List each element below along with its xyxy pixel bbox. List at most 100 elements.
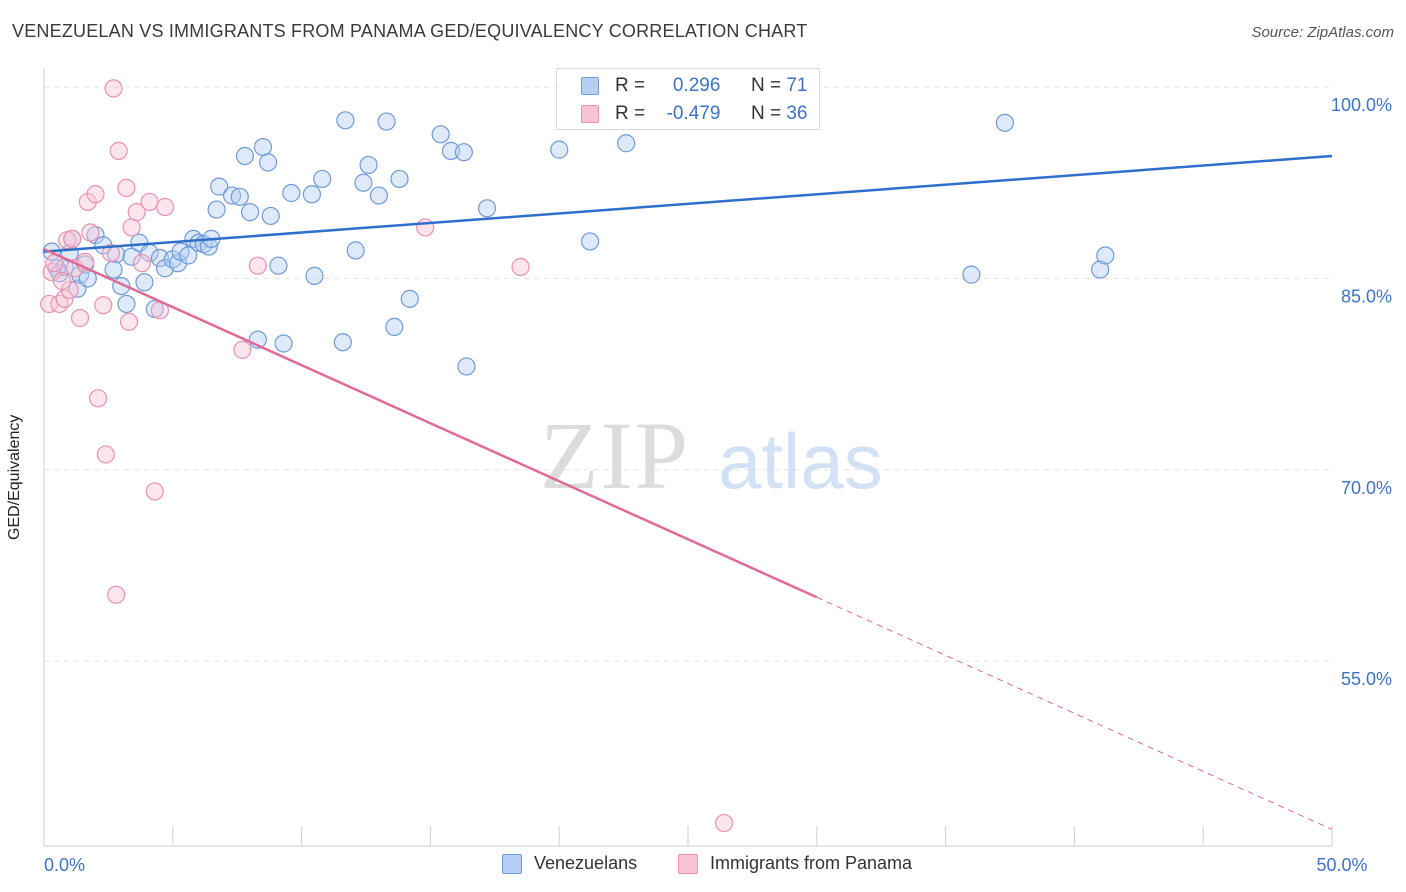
panama-point xyxy=(88,389,108,408)
panama-point xyxy=(70,308,90,328)
legend-r-value-panama: -0.479 xyxy=(666,103,721,124)
venezuelan-point xyxy=(377,112,396,131)
venezuelans-trendline xyxy=(43,154,1333,253)
legend-swatch-venezuelans xyxy=(581,77,599,95)
panama-point xyxy=(52,271,72,291)
venezuelan-point xyxy=(240,203,260,222)
grid-layer xyxy=(44,86,1332,662)
panama-point xyxy=(155,197,175,217)
watermark-zip: ZIP xyxy=(540,402,690,509)
bottom-legend-label-panama: Immigrants from Panama xyxy=(710,853,913,873)
legend-swatch-panama xyxy=(581,105,599,123)
panama-point xyxy=(109,141,128,161)
chart-title: VENEZUELAN VS IMMIGRANTS FROM PANAMA GED… xyxy=(12,21,808,41)
venezuelan-point xyxy=(274,334,293,353)
panama-point xyxy=(117,178,136,197)
venezuelan-point xyxy=(168,254,188,273)
venezuelan-point xyxy=(207,200,226,219)
legend-r-label: R = xyxy=(615,75,646,96)
legend-n-value-venezuelans: 71 xyxy=(786,75,808,96)
venezuelan-point xyxy=(617,134,636,153)
venezuelan-point xyxy=(150,248,170,268)
venezuelan-point xyxy=(441,141,461,161)
panama-trendline-extension xyxy=(816,596,1333,830)
panama-point xyxy=(416,218,435,237)
venezuelan-point xyxy=(995,113,1014,132)
panama-point xyxy=(233,340,252,359)
venezuelan-point xyxy=(305,266,324,285)
y-tick-label: 85.0% xyxy=(1341,286,1392,306)
panama-point xyxy=(104,79,123,98)
venezuelan-point xyxy=(457,357,476,376)
venezuelan-point xyxy=(1096,246,1115,265)
legend-n-value-panama: 36 xyxy=(786,103,808,124)
x-tick-label: 50.0% xyxy=(1316,855,1367,875)
points-layer xyxy=(40,75,1115,833)
venezuelan-point xyxy=(369,186,388,205)
venezuelan-point xyxy=(282,183,301,203)
venezuelan-point xyxy=(313,169,332,189)
trend-layer xyxy=(43,154,1333,830)
panama-point xyxy=(86,185,105,204)
legend-r-label: R = xyxy=(615,103,646,124)
venezuelan-point xyxy=(400,289,419,308)
panama-point xyxy=(63,229,82,249)
panama-point xyxy=(145,482,164,501)
venezuelan-point xyxy=(454,143,473,162)
x-tick-label: 0.0% xyxy=(44,855,85,875)
panama-point xyxy=(50,294,69,314)
panama-point xyxy=(94,296,113,315)
venezuelan-point xyxy=(385,317,404,337)
panama-point xyxy=(122,218,141,237)
legend-n-label: N = xyxy=(750,75,782,96)
legend-r-value-venezuelans: 0.296 xyxy=(672,75,721,96)
venezuelan-point xyxy=(122,247,141,266)
panama-point xyxy=(511,257,530,277)
source-label: Source: ZipAtlas.com xyxy=(1251,24,1394,41)
venezuelan-point xyxy=(359,155,378,175)
panama-point xyxy=(140,192,159,212)
panama-point xyxy=(78,192,97,212)
panama-point xyxy=(96,445,115,464)
legend-n-label: N = xyxy=(750,103,782,124)
venezuelan-point xyxy=(117,294,136,314)
venezuelan-point xyxy=(86,225,105,245)
panama-point xyxy=(119,312,139,331)
panama-trendline xyxy=(43,247,818,599)
venezuelan-point xyxy=(269,256,288,275)
venezuelan-point xyxy=(962,265,981,284)
legend-box: R = 0.296 N = 71 R = -0.479 N = 36 xyxy=(556,68,820,130)
bottom-legend-label-venezuelans: Venezuelans xyxy=(534,853,638,873)
panama-point xyxy=(101,243,121,263)
panama-point xyxy=(132,254,151,273)
panama-point xyxy=(81,223,100,242)
venezuelan-point xyxy=(210,177,229,196)
venezuelan-point xyxy=(431,125,450,144)
panama-point xyxy=(127,203,146,222)
venezuelan-point xyxy=(235,146,255,166)
venezuelan-point xyxy=(477,199,497,218)
venezuelan-point xyxy=(222,186,242,205)
panama-point xyxy=(248,256,267,275)
venezuelan-point xyxy=(259,153,278,172)
axis-layer xyxy=(43,68,1333,847)
venezuelan-point xyxy=(104,260,123,279)
watermark-atlas: atlas xyxy=(718,417,883,505)
venezuelan-point xyxy=(230,187,249,206)
panama-point xyxy=(714,813,734,833)
venezuelan-point xyxy=(253,137,273,157)
venezuelan-point xyxy=(179,246,198,265)
venezuelan-point xyxy=(261,206,280,226)
y-tick-label: 70.0% xyxy=(1341,478,1392,498)
venezuelan-point xyxy=(94,236,113,255)
venezuelan-point xyxy=(135,273,154,292)
venezuelan-point xyxy=(390,169,409,189)
venezuelan-point xyxy=(302,185,322,204)
y-tick-label: 100.0% xyxy=(1331,95,1392,115)
panama-point xyxy=(107,585,126,604)
venezuelan-point xyxy=(346,241,365,260)
venezuelan-point xyxy=(354,173,373,192)
y-tick-label: 55.0% xyxy=(1341,669,1392,689)
bottom-legend-swatch-panama xyxy=(678,854,698,874)
